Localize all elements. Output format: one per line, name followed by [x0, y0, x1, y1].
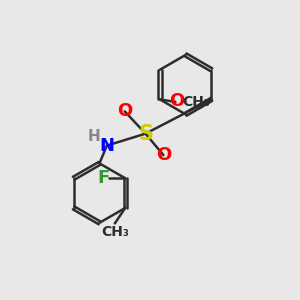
Text: O: O — [156, 146, 171, 164]
Text: O: O — [169, 92, 184, 110]
Text: N: N — [99, 136, 114, 154]
Text: CH₃: CH₃ — [101, 225, 129, 239]
Text: F: F — [98, 169, 110, 187]
Text: S: S — [138, 124, 153, 144]
Text: O: O — [117, 102, 132, 120]
Text: CH₃: CH₃ — [182, 95, 210, 109]
Text: H: H — [88, 129, 101, 144]
